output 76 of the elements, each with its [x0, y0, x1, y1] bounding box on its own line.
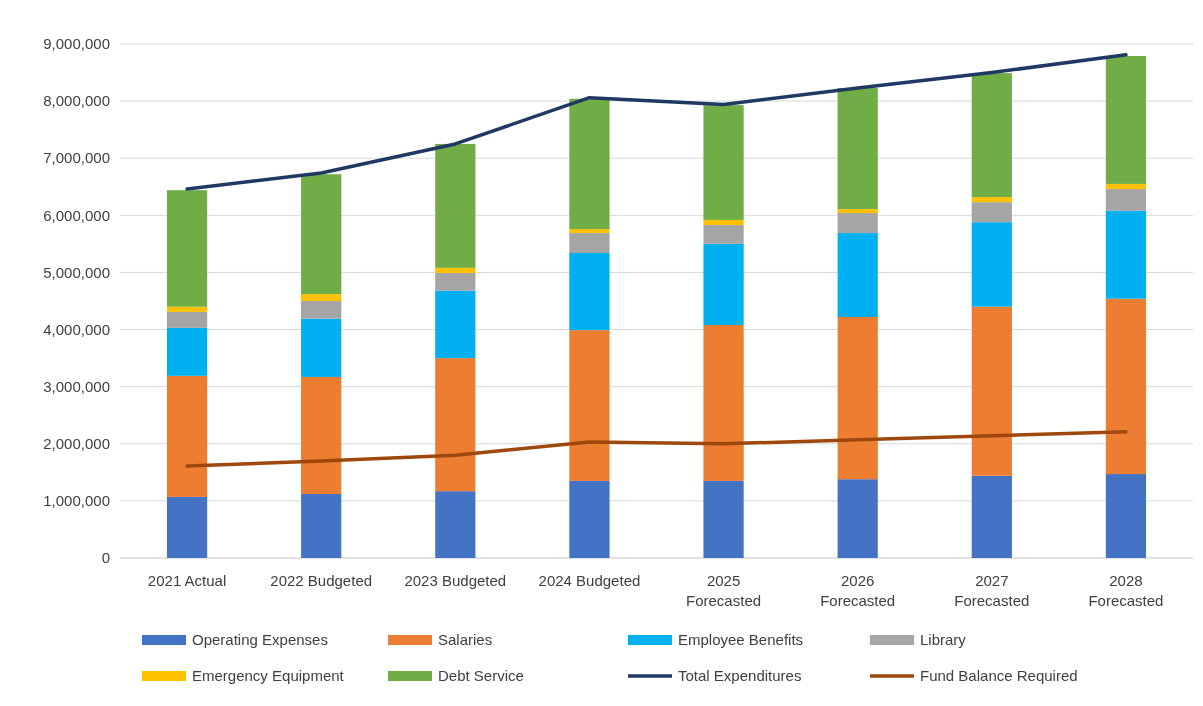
- bar: [569, 98, 610, 230]
- y-tick-label: 3,000,000: [43, 377, 110, 395]
- x-tick-label: 2025 Forecasted: [686, 572, 762, 609]
- y-tick-label: 0: [101, 549, 110, 567]
- legend-label: Emergency Equipment: [192, 667, 345, 685]
- bar: [1105, 210, 1147, 299]
- x-tick-label: 2026 Forecasted: [820, 572, 896, 609]
- bar: [1105, 298, 1147, 475]
- bar: [569, 253, 610, 331]
- bar: [301, 174, 342, 295]
- y-tick-label: 8,000,000: [43, 92, 110, 110]
- bar: [971, 475, 1012, 558]
- y-tick-label: 5,000,000: [43, 263, 110, 281]
- bar: [703, 243, 744, 325]
- bar: [703, 480, 744, 558]
- bar: [435, 273, 476, 291]
- bar: [971, 222, 1012, 307]
- y-tick-label: 7,000,000: [43, 149, 110, 167]
- bar: [166, 311, 208, 328]
- bar: [1105, 183, 1147, 190]
- bar: [166, 496, 208, 558]
- y-tick-label: 2,000,000: [43, 435, 110, 453]
- x-tick-label: 2023 Budgeted: [404, 572, 507, 589]
- legend-label: Library: [920, 631, 967, 649]
- bar: [569, 480, 610, 558]
- bar: [703, 324, 744, 481]
- y-tick-label: 4,000,000: [43, 320, 110, 338]
- y-tick-label: 1,000,000: [43, 492, 110, 510]
- legend-label: Fund Balance Required: [920, 667, 1078, 685]
- bar: [971, 202, 1012, 223]
- x-tick-label: 2024 Budgeted: [538, 572, 641, 589]
- bar: [837, 209, 878, 214]
- x-tick-label: 2028 Forecasted: [1088, 572, 1164, 609]
- bar: [1105, 474, 1147, 558]
- legend-label: Operating Expenses: [192, 631, 328, 649]
- legend-label: Salaries: [438, 631, 493, 649]
- bar: [435, 491, 476, 558]
- line-series: [185, 430, 1128, 468]
- bar: [703, 219, 744, 226]
- bar: [166, 375, 208, 497]
- bar: [166, 327, 208, 376]
- legend-label: Employee Benefits: [678, 631, 804, 649]
- bar: [435, 267, 476, 274]
- bar: [837, 316, 878, 480]
- bar: [301, 376, 342, 495]
- bar: [703, 225, 744, 244]
- bar: [569, 233, 610, 254]
- bar: [971, 73, 1012, 198]
- y-tick-label: 9,000,000: [43, 35, 110, 53]
- x-tick-label: 2022 Budgeted: [270, 572, 373, 589]
- bar: [301, 301, 342, 319]
- bar: [837, 233, 878, 317]
- bar: [301, 294, 342, 301]
- y-tick-label: 6,000,000: [43, 206, 110, 224]
- bar: [166, 306, 208, 312]
- bar: [435, 143, 476, 268]
- bar: [703, 105, 744, 220]
- bar: [166, 190, 208, 307]
- bar: [301, 494, 342, 558]
- bar: [1105, 189, 1147, 211]
- x-tick-label: 2027 Forecasted: [954, 572, 1030, 609]
- bar: [1105, 55, 1147, 184]
- bar: [837, 213, 878, 234]
- bar: [971, 306, 1012, 476]
- bar: [435, 358, 476, 492]
- bar: [569, 330, 610, 481]
- x-tick-label: 2021 Actual: [147, 572, 227, 589]
- bar: [837, 87, 878, 210]
- bar: [301, 318, 342, 377]
- bar: [569, 229, 610, 234]
- bar: [837, 479, 878, 558]
- bar: [971, 197, 1012, 203]
- legend-label: Total Expenditures: [678, 667, 802, 685]
- legend-label: Debt Service: [438, 667, 524, 685]
- bar: [435, 290, 476, 359]
- line-series: [185, 53, 1128, 191]
